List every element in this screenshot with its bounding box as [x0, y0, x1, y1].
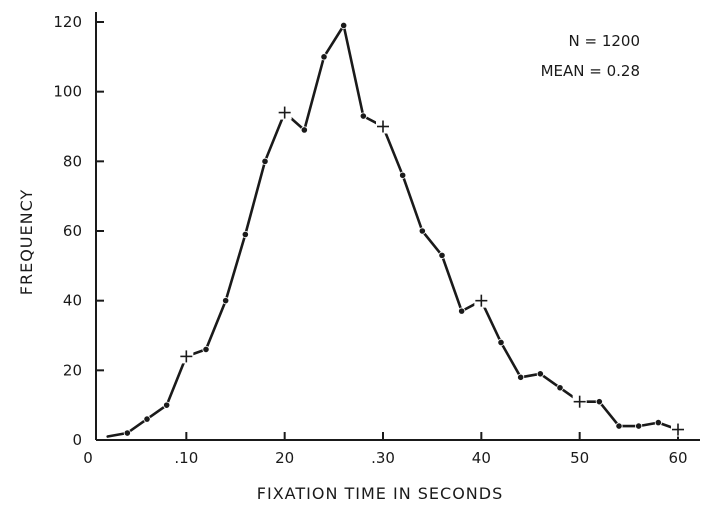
y-tick-label: 0 — [72, 431, 82, 449]
data-point-plus — [671, 422, 685, 437]
data-point — [497, 338, 505, 347]
y-tick-label: 20 — [63, 361, 82, 379]
data-point-plus — [474, 293, 489, 308]
y-axis-ticks: 0 20 40 60 80 100 120 — [53, 13, 104, 449]
frequency-line — [106, 24, 680, 438]
x-tick-label: 40 — [472, 449, 491, 467]
mean-annotation: MEAN = 0.28 — [541, 62, 640, 80]
data-point — [517, 373, 525, 381]
data-point — [241, 230, 249, 239]
y-tick-label: 60 — [63, 222, 82, 240]
data-point — [635, 422, 643, 430]
x-axis-title: FIXATION TIME IN SECONDS — [257, 484, 503, 503]
y-axis-title: FREQUENCY — [17, 189, 36, 295]
x-tick-label: 60 — [668, 449, 687, 467]
data-point — [222, 297, 230, 305]
y-tick-label: 100 — [53, 83, 82, 101]
x-tick-label: 20 — [275, 449, 294, 467]
x-tick-label: .30 — [371, 449, 395, 467]
x-tick-label: 0 — [83, 449, 93, 467]
data-point-plus — [376, 119, 390, 134]
data-point — [163, 401, 171, 409]
data-point — [556, 384, 564, 392]
x-tick-label: .10 — [174, 449, 198, 467]
y-tick-label: 80 — [63, 152, 82, 170]
data-point — [300, 126, 308, 134]
data-point — [418, 227, 426, 235]
y-tick-label: 40 — [63, 292, 82, 310]
data-point — [654, 418, 662, 427]
data-point — [143, 415, 151, 423]
data-point-plus — [179, 349, 194, 364]
y-tick-label: 120 — [53, 13, 82, 31]
data-point — [399, 171, 407, 179]
data-point — [615, 422, 623, 430]
data-point — [123, 429, 131, 437]
axes — [95, 12, 700, 441]
x-axis-ticks: 0 .10 20 .30 40 50 60 — [83, 432, 688, 467]
data-point — [595, 398, 603, 406]
data-point — [536, 370, 544, 378]
data-point-plus — [277, 105, 292, 120]
data-point — [261, 157, 269, 165]
sample-size-annotation: N = 1200 — [569, 32, 641, 50]
data-point — [202, 345, 210, 354]
data-point — [438, 251, 446, 259]
data-point — [458, 307, 466, 315]
data-point-plus — [572, 394, 587, 409]
data-point — [320, 53, 328, 61]
data-point — [359, 112, 367, 120]
series-layer — [106, 21, 685, 438]
data-point — [340, 21, 348, 30]
x-tick-label: 50 — [570, 449, 589, 467]
